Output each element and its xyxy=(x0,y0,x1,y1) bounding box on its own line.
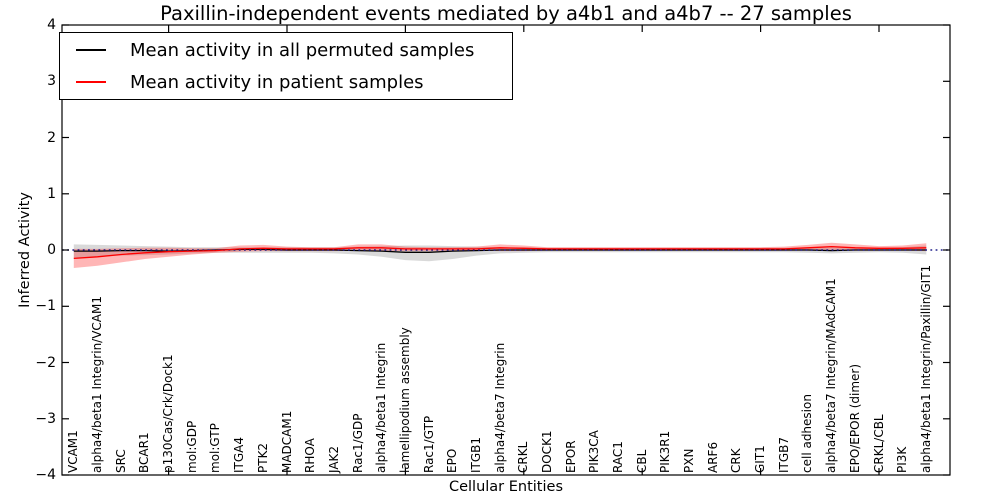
x-tick-label: alpha4/beta7 Integrin/MAdCAM1 xyxy=(824,278,839,473)
x-tick-label: CRKL/CBL xyxy=(871,414,886,473)
x-tick-label: CBL xyxy=(634,449,649,473)
x-tick-label: ARF6 xyxy=(705,441,720,473)
x-tick-label: EPO/EPOR (dimer) xyxy=(847,363,862,473)
x-tick-label: alpha4/beta1 Integrin/Paxillin/GIT1 xyxy=(918,264,933,473)
x-tick-label: ITGB1 xyxy=(468,436,483,473)
black-line-swatch-icon xyxy=(76,49,106,51)
x-tick-label: EPO xyxy=(445,448,460,473)
x-tick-label: PXN xyxy=(682,448,696,473)
x-tick-label: BCAR1 xyxy=(137,432,152,473)
y-tick-label: −1 xyxy=(35,298,56,315)
y-tick-label: 3 xyxy=(47,73,56,90)
legend: Mean activity in all permuted samples Me… xyxy=(59,32,513,100)
chart-title: Paxillin-independent events mediated by … xyxy=(160,2,852,25)
x-tick-label: cell adhesion xyxy=(800,394,815,473)
patient-std-band xyxy=(73,242,927,268)
y-tick-label: −3 xyxy=(35,410,56,427)
x-tick-label: alpha4/beta1 Integrin xyxy=(374,342,389,473)
x-tick-label: Rac1/GTP xyxy=(421,415,436,473)
x-tick-label: ITGB7 xyxy=(776,436,791,473)
x-axis-label: Cellular Entities xyxy=(448,479,564,495)
x-tick-label: MADCAM1 xyxy=(279,410,294,473)
y-tick-label: −2 xyxy=(35,354,56,371)
x-tick-label: mol:GTP xyxy=(208,423,223,473)
red-line-swatch-icon xyxy=(76,81,106,83)
x-tick-label: PI3K xyxy=(895,446,910,473)
x-tick-label: RHOA xyxy=(303,438,318,473)
y-tick-label: −4 xyxy=(35,467,56,483)
x-tick-label: RAC1 xyxy=(611,441,625,473)
x-tick-label: PIK3R1 xyxy=(658,430,673,473)
x-tick-label: CRKL xyxy=(516,441,531,473)
x-tick-label: PIK3CA xyxy=(587,430,602,473)
y-tick-label: 1 xyxy=(47,185,56,202)
x-tick-label: alpha4/beta7 Integrin xyxy=(492,342,507,473)
legend-label: Mean activity in patient samples xyxy=(130,71,424,93)
x-tick-label: alpha4/beta1 Integrin/VCAM1 xyxy=(90,296,104,473)
x-tick-label: Rac1/GDP xyxy=(350,413,365,473)
y-tick-label: 0 xyxy=(47,242,56,258)
x-tick-label: GIT1 xyxy=(753,445,768,473)
x-tick-label: ITGA4 xyxy=(232,436,247,473)
x-tick-label: mol:GDP xyxy=(184,420,199,473)
x-tick-label: PTK2 xyxy=(255,442,270,473)
x-tick-label: CRK xyxy=(729,448,744,473)
x-tick-label: DOCK1 xyxy=(539,430,554,473)
legend-entry-patient: Mean activity in patient samples xyxy=(60,68,512,96)
x-tick-label: p130Cas/Crk/Dock1 xyxy=(161,354,176,473)
x-tick-label: JAK2 xyxy=(326,445,341,473)
x-tick-label: EPOR xyxy=(563,440,578,473)
legend-label: Mean activity in all permuted samples xyxy=(130,39,475,61)
Mean activity in patient samples xyxy=(73,245,927,260)
y-tick-label: 4 xyxy=(47,17,56,33)
x-tick-label: lamellipodium assembly xyxy=(397,327,412,473)
legend-entry-permuted: Mean activity in all permuted samples xyxy=(60,36,512,64)
x-tick-label: SRC xyxy=(113,449,128,473)
x-tick-label: VCAM1 xyxy=(66,430,81,473)
y-tick-label: 2 xyxy=(47,129,56,146)
